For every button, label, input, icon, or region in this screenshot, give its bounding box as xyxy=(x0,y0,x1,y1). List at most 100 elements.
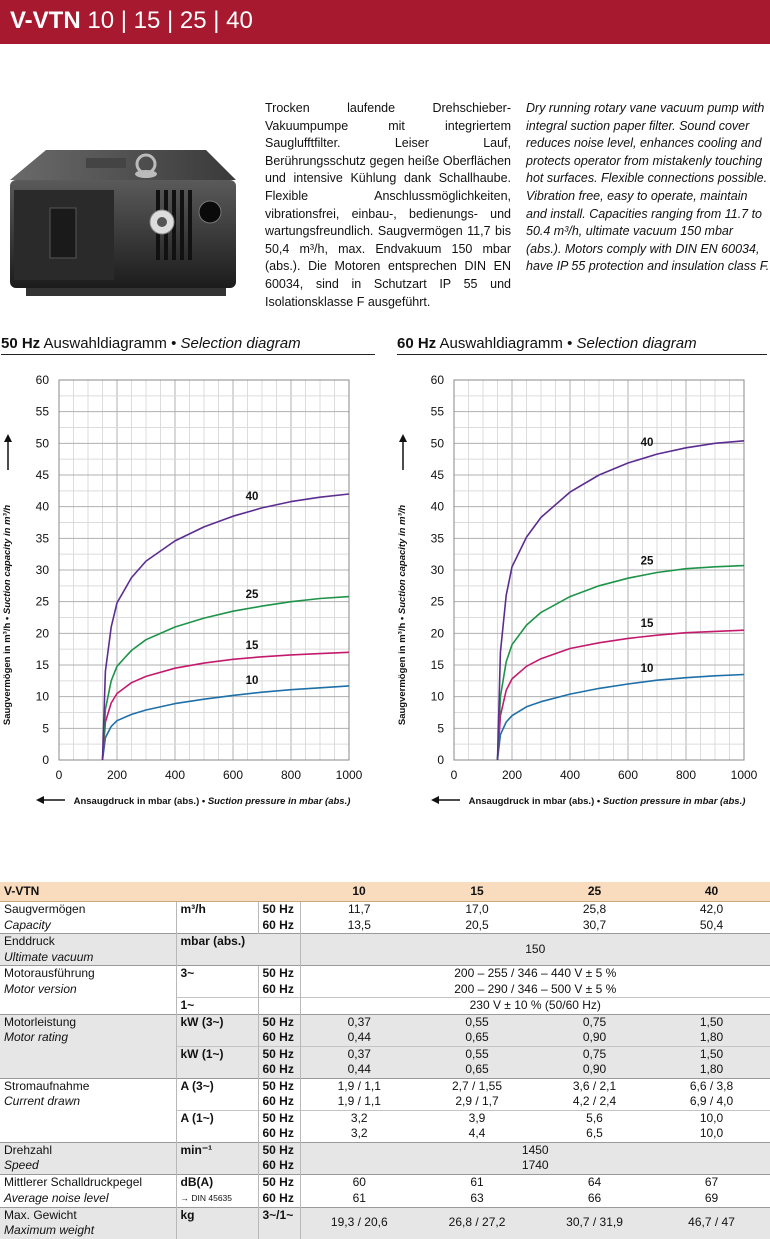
motor-rating-unit-3ph: kW (3~) xyxy=(175,1013,258,1030)
motor-rating-unit-1ph: kW (1~) xyxy=(175,1045,258,1062)
y-tick-label: 0 xyxy=(42,753,49,767)
description-english: Dry running rotary vane vacuum pump with… xyxy=(526,101,770,274)
y-tick-label: 15 xyxy=(36,658,50,672)
hz-label: 60 Hz xyxy=(257,1126,301,1142)
chart-50hz-rule xyxy=(1,354,375,355)
plot-frame xyxy=(453,379,745,761)
motor-version-label-en: Motor version xyxy=(0,981,176,998)
series-label-40: 40 xyxy=(246,491,259,503)
table-cell: 6,5 xyxy=(536,1126,654,1142)
series-line-40 xyxy=(101,493,350,761)
motor-rating-label-de: Motorleistung xyxy=(0,1013,176,1030)
table-row: A (1~) 50 Hz 3,2 3,9 5,6 10,0 xyxy=(0,1109,770,1126)
table-row: Stromaufnahme A (3~) 50 Hz 1,9 / 1,1 2,7… xyxy=(0,1077,770,1094)
pump-photo xyxy=(10,150,236,296)
table-cell: 17,0 xyxy=(418,901,537,918)
plot-frame xyxy=(58,379,350,761)
table-row: Motor version 60 Hz 200 – 290 / 346 – 50… xyxy=(0,981,770,998)
table-row: Drehzahl min⁻¹ 50 Hz 1450 xyxy=(0,1141,770,1158)
y-tick-label: 45 xyxy=(431,468,445,482)
y-tick-label: 5 xyxy=(42,721,49,735)
table-cell: 6,6 / 3,8 xyxy=(653,1077,770,1094)
table-cell: 64 xyxy=(536,1173,654,1190)
motor-version-hz60: 60 Hz xyxy=(257,981,301,998)
y-axis-label: Saugvermögen in m³/h • Suction capacity … xyxy=(397,505,408,725)
x-tick-label: 800 xyxy=(676,768,696,782)
weight-label-de: Max. Gewicht xyxy=(0,1206,176,1223)
series-label-10: 10 xyxy=(641,663,654,675)
table-cell: 3,9 xyxy=(418,1109,537,1126)
speed-unit: min⁻¹ xyxy=(175,1141,258,1158)
chart-60hz-freq: 60 Hz xyxy=(397,335,437,352)
hz-label: 60 Hz xyxy=(257,1094,301,1110)
hz-label: 50 Hz xyxy=(257,1013,301,1030)
table-cell: 6,9 / 4,0 xyxy=(653,1094,770,1110)
series-line-15 xyxy=(101,651,350,761)
table-row: Motorausführung 3~ 50 Hz 200 – 255 / 346… xyxy=(0,965,770,982)
table-cell: 2,9 / 1,7 xyxy=(418,1094,537,1110)
chart-60hz-title: 60 Hz Auswahldiagramm • Selection diagra… xyxy=(397,335,697,353)
table-row: Max. Gewicht kg 3~/1~ 19,3 / 20,6 26,8 /… xyxy=(0,1206,770,1239)
page-title: V-VTN 10 | 15 | 25 | 40 xyxy=(10,7,253,35)
chart-50hz-title-en: Selection diagram xyxy=(180,335,301,352)
x-axis-arrowhead xyxy=(431,796,439,804)
series-line-25 xyxy=(101,595,350,761)
y-tick-label: 20 xyxy=(36,626,50,640)
speed-60: 1740 xyxy=(300,1158,770,1174)
table-cell: 0,55 xyxy=(418,1013,537,1030)
series-label-15: 15 xyxy=(641,618,654,630)
x-axis-label: Ansaugdruck in mbar (abs.) • Suction pre… xyxy=(469,796,746,807)
table-cell: 1,50 xyxy=(653,1045,770,1062)
table-cell: 50,4 xyxy=(653,917,770,934)
table-cell: 4,2 / 2,4 xyxy=(536,1094,654,1110)
current-label-en: Current drawn xyxy=(0,1094,176,1110)
noise-label-en: Average noise level xyxy=(0,1190,176,1207)
table-cell: 2,7 / 1,55 xyxy=(418,1077,537,1094)
motor-version-hz50: 50 Hz xyxy=(257,965,301,982)
series-line-40 xyxy=(496,440,745,761)
table-cell: 1,9 / 1,1 xyxy=(300,1094,419,1110)
table-cell: 26,8 / 27,2 xyxy=(418,1206,537,1239)
table-cell: 4,4 xyxy=(418,1126,537,1142)
hz-label: 50 Hz xyxy=(257,1077,301,1094)
table-cell: 20,5 xyxy=(418,917,537,934)
speed-label-en: Speed xyxy=(0,1158,176,1174)
table-row: Average noise level → DIN 45635 60 Hz 61… xyxy=(0,1190,770,1207)
y-tick-label: 30 xyxy=(431,563,445,577)
y-tick-label: 55 xyxy=(36,405,50,419)
speed-50: 1450 xyxy=(300,1141,770,1158)
y-tick-label: 50 xyxy=(36,436,50,450)
table-cell: 0,65 xyxy=(418,1062,537,1078)
capacity-label-en: Capacity xyxy=(0,917,176,934)
table-cell: 46,7 / 47 xyxy=(653,1206,770,1239)
y-tick-label: 40 xyxy=(431,500,445,514)
table-cell: 63 xyxy=(418,1190,537,1207)
motor-rating-label-en: Motor rating xyxy=(0,1030,176,1046)
series-line-15 xyxy=(496,629,745,761)
table-cell: 0,55 xyxy=(418,1045,537,1062)
table-row: Enddruck mbar (abs.) 150 xyxy=(0,933,770,966)
table-row: 60 Hz 0,44 0,65 0,90 1,80 xyxy=(0,1062,770,1078)
table-row: Motor rating 60 Hz 0,44 0,65 0,90 1,80 xyxy=(0,1030,770,1046)
x-tick-label: 800 xyxy=(281,768,301,782)
y-axis-arrowhead xyxy=(4,434,12,442)
y-tick-label: 50 xyxy=(431,436,445,450)
series-label-10: 10 xyxy=(246,675,259,687)
vacuum-value: 150 xyxy=(299,933,770,966)
y-tick-label: 60 xyxy=(36,373,50,387)
table-cell: 3,6 / 2,1 xyxy=(536,1077,654,1094)
y-tick-label: 30 xyxy=(36,563,50,577)
table-cell: 0,65 xyxy=(418,1030,537,1046)
table-cell: 66 xyxy=(536,1190,654,1207)
table-row: Speed 60 Hz 1740 xyxy=(0,1158,770,1174)
x-tick-label: 1000 xyxy=(336,768,363,782)
weight-label-en: Maximum weight xyxy=(0,1223,176,1239)
weight-unit: kg xyxy=(175,1206,258,1223)
x-tick-label: 600 xyxy=(223,768,243,782)
y-tick-label: 10 xyxy=(36,690,50,704)
table-row: 1~ 230 V ± 10 % (50/60 Hz) xyxy=(0,997,770,1014)
chart-50hz-freq: 50 Hz xyxy=(1,335,41,352)
table-row: Maximum weight xyxy=(0,1223,770,1239)
y-tick-label: 45 xyxy=(36,468,50,482)
series-label-15: 15 xyxy=(246,640,259,652)
